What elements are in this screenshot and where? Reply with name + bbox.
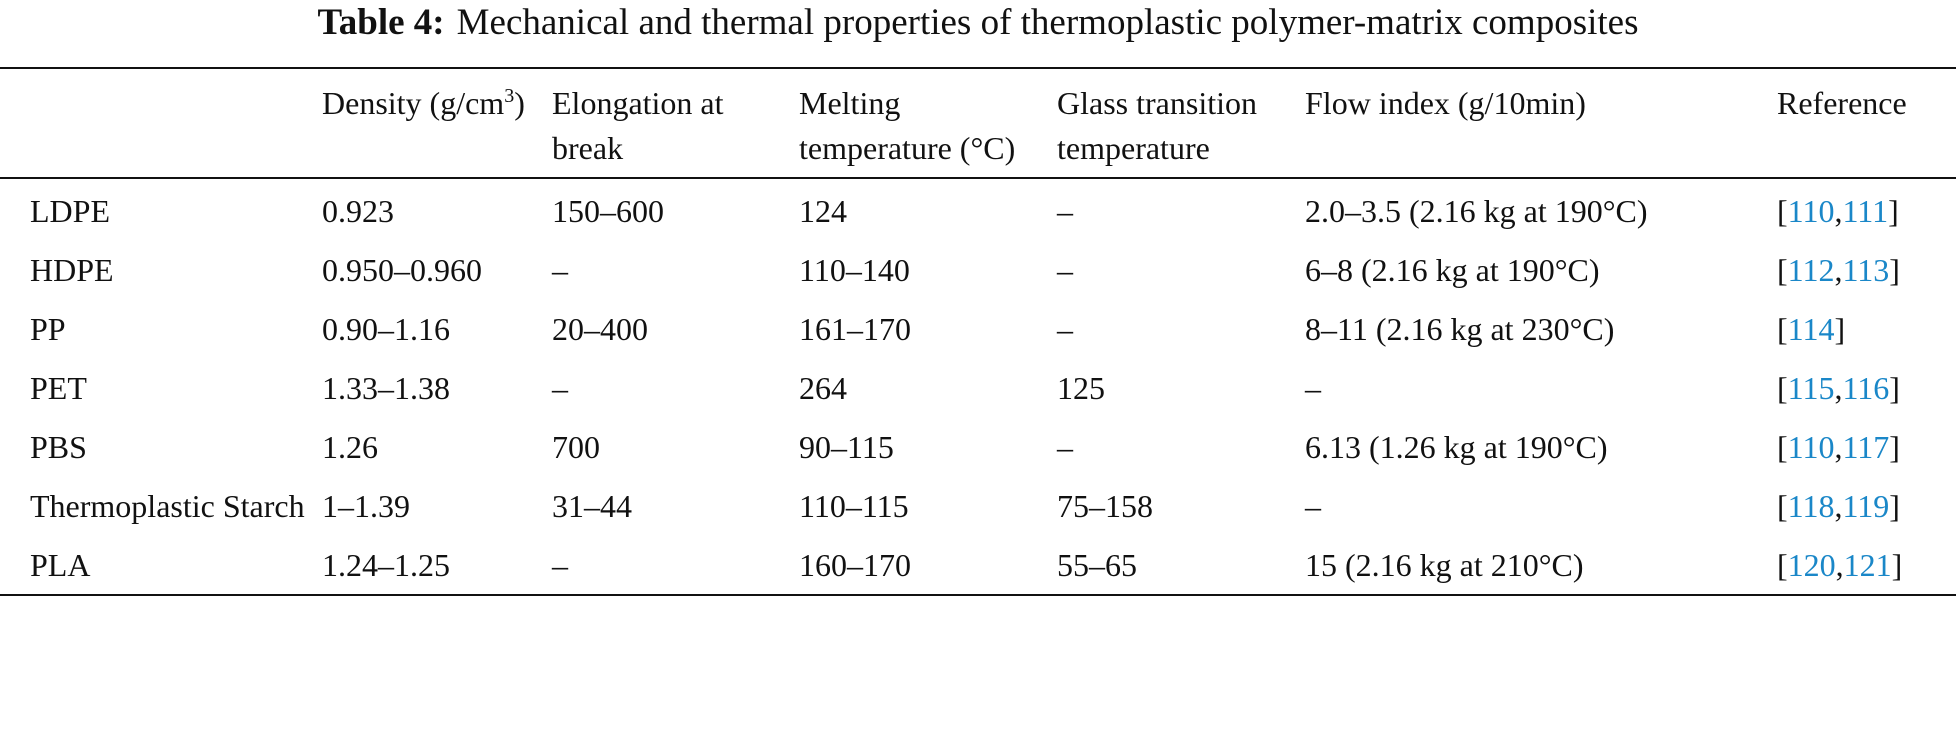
table-title: Mechanical and thermal properties of the… — [456, 2, 1639, 43]
reference-link[interactable]: 121 — [1843, 547, 1892, 583]
cell-material: PLA — [30, 547, 91, 583]
reference-link[interactable]: 116 — [1842, 370, 1890, 406]
header-material — [0, 68, 322, 178]
header-elongation: Elongation at break — [552, 85, 724, 166]
table-row: PBS 1.26 700 90–115 – 6.13 (1.26 kg at 190°C)… — [0, 425, 1956, 484]
table-row: HDPE 0.950–0.960 – 110–140 – 6–8 (2.16 kg at … — [0, 248, 1956, 307]
cell-melting: 110–140 — [799, 252, 910, 288]
cell-elongation: 31–44 — [552, 488, 632, 524]
header-density: Density (g/cm3) — [322, 85, 525, 121]
cell-reference: [120,121] — [1777, 547, 1903, 583]
reference-link[interactable]: 120 — [1787, 547, 1836, 583]
cell-material: Thermoplastic Starch — [30, 488, 305, 524]
cell-flow-index: – — [1305, 488, 1321, 524]
cell-material: LDPE — [30, 193, 110, 229]
cell-elongation: 20–400 — [552, 311, 648, 347]
reference-link[interactable]: 119 — [1842, 488, 1890, 524]
cell-material: PP — [30, 311, 66, 347]
reference-link[interactable]: 110 — [1787, 429, 1835, 465]
cell-glass-transition: – — [1057, 429, 1073, 465]
reference-link[interactable]: 111 — [1842, 193, 1889, 229]
cell-density: 1.26 — [322, 429, 378, 465]
table-label: Table 4: — [317, 2, 445, 43]
cell-density: 1.33–1.38 — [322, 370, 450, 406]
cell-density: 1.24–1.25 — [322, 547, 450, 583]
cell-flow-index: 15 (2.16 kg at 210°C) — [1305, 547, 1584, 583]
cell-glass-transition: – — [1057, 252, 1073, 288]
header-reference: Reference — [1777, 85, 1907, 121]
cell-reference: [110,117] — [1777, 429, 1900, 465]
cell-reference: [118,119] — [1777, 488, 1900, 524]
cell-elongation: – — [552, 547, 568, 583]
cell-elongation: 700 — [552, 429, 600, 465]
cell-melting: 160–170 — [799, 547, 911, 583]
cell-melting: 124 — [799, 193, 847, 229]
cell-reference: [114] — [1777, 311, 1846, 347]
cell-melting: 90–115 — [799, 429, 894, 465]
cell-glass-transition: 55–65 — [1057, 547, 1137, 583]
cell-reference: [110,111] — [1777, 193, 1899, 229]
header-flow-index: Flow index (g/10min) — [1305, 85, 1586, 121]
cell-glass-transition: – — [1057, 311, 1073, 347]
reference-link[interactable]: 115 — [1787, 370, 1835, 406]
cell-elongation: – — [552, 370, 568, 406]
cell-flow-index: – — [1305, 370, 1321, 406]
cell-flow-index: 2.0–3.5 (2.16 kg at 190°C) — [1305, 193, 1648, 229]
reference-link[interactable]: 110 — [1787, 193, 1835, 229]
reference-link[interactable]: 112 — [1787, 252, 1835, 288]
cell-flow-index: 8–11 (2.16 kg at 230°C) — [1305, 311, 1615, 347]
cell-melting: 110–115 — [799, 488, 909, 524]
cell-material: HDPE — [30, 252, 114, 288]
reference-link[interactable]: 118 — [1787, 488, 1835, 524]
reference-link[interactable]: 117 — [1842, 429, 1890, 465]
reference-link[interactable]: 114 — [1787, 311, 1835, 347]
cell-density: 0.923 — [322, 193, 394, 229]
cell-elongation: – — [552, 252, 568, 288]
table-row: PP 0.90–1.16 20–400 161–170 – 8–11 (2.16 kg a… — [0, 307, 1956, 366]
table-row: LDPE 0.923 150–600 124 – 2.0–3.5 (2.16 kg at … — [0, 178, 1956, 248]
cell-material: PBS — [30, 429, 87, 465]
header-glass-transition: Glass transition temperature — [1057, 85, 1257, 166]
cell-melting: 264 — [799, 370, 847, 406]
cell-flow-index: 6.13 (1.26 kg at 190°C) — [1305, 429, 1608, 465]
cell-material: PET — [30, 370, 87, 406]
cell-melting: 161–170 — [799, 311, 911, 347]
cell-glass-transition: – — [1057, 193, 1073, 229]
table-caption: Table 4: Mechanical and thermal propertie… — [0, 0, 1956, 46]
table-row: PLA 1.24–1.25 – 160–170 55–65 15 (2.16 kg at … — [0, 543, 1956, 595]
cell-density: 1–1.39 — [322, 488, 410, 524]
table-row: Thermoplastic Starch 1–1.39 31–44 110–115 75… — [0, 484, 1956, 543]
properties-table: Density (g/cm3) Elongation at break Melt… — [0, 67, 1956, 596]
cell-density: 0.90–1.16 — [322, 311, 450, 347]
reference-link[interactable]: 113 — [1842, 252, 1890, 288]
header-row: Density (g/cm3) Elongation at break Melt… — [0, 68, 1956, 178]
cell-flow-index: 6–8 (2.16 kg at 190°C) — [1305, 252, 1600, 288]
cell-glass-transition: 75–158 — [1057, 488, 1153, 524]
cell-reference: [115,116] — [1777, 370, 1900, 406]
cell-elongation: 150–600 — [552, 193, 664, 229]
cell-density: 0.950–0.960 — [322, 252, 482, 288]
cell-reference: [112,113] — [1777, 252, 1900, 288]
header-melting: Melting temperature (°C) — [799, 85, 1016, 166]
cell-glass-transition: 125 — [1057, 370, 1105, 406]
table-row: PET 1.33–1.38 – 264 125 – [115,116] — [0, 366, 1956, 425]
